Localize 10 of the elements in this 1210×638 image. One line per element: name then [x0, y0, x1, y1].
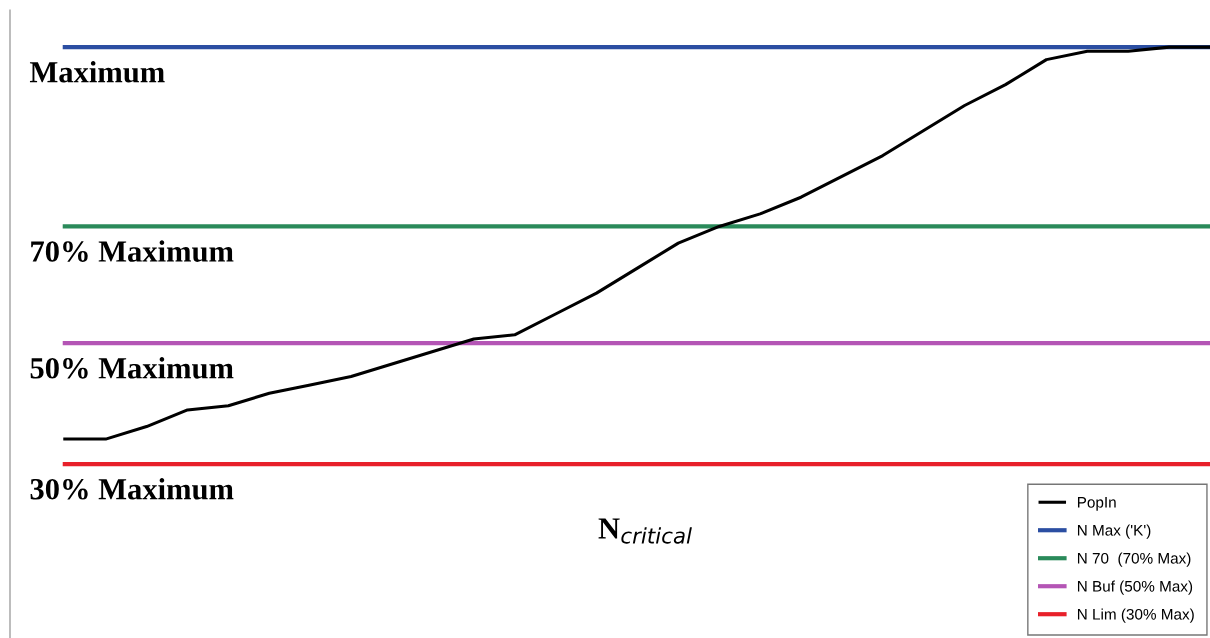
- legend-label: N Max ('K'): [1077, 524, 1151, 539]
- annotation: 50% Maximum: [30, 357, 234, 379]
- legend-label: N Buf (50% Max): [1077, 580, 1193, 595]
- annotation: 30% Maximum: [30, 478, 234, 500]
- legend-label: N 70 (70% Max): [1077, 552, 1191, 567]
- text: N$_{critical}$: [598, 518, 692, 544]
- annotation: Maximum: [29, 61, 165, 83]
- annotation: 70% Maximum: [31, 240, 234, 262]
- legend-label: N Lim (30% Max): [1077, 608, 1194, 623]
- legend-label: PopIn: [1077, 497, 1116, 511]
